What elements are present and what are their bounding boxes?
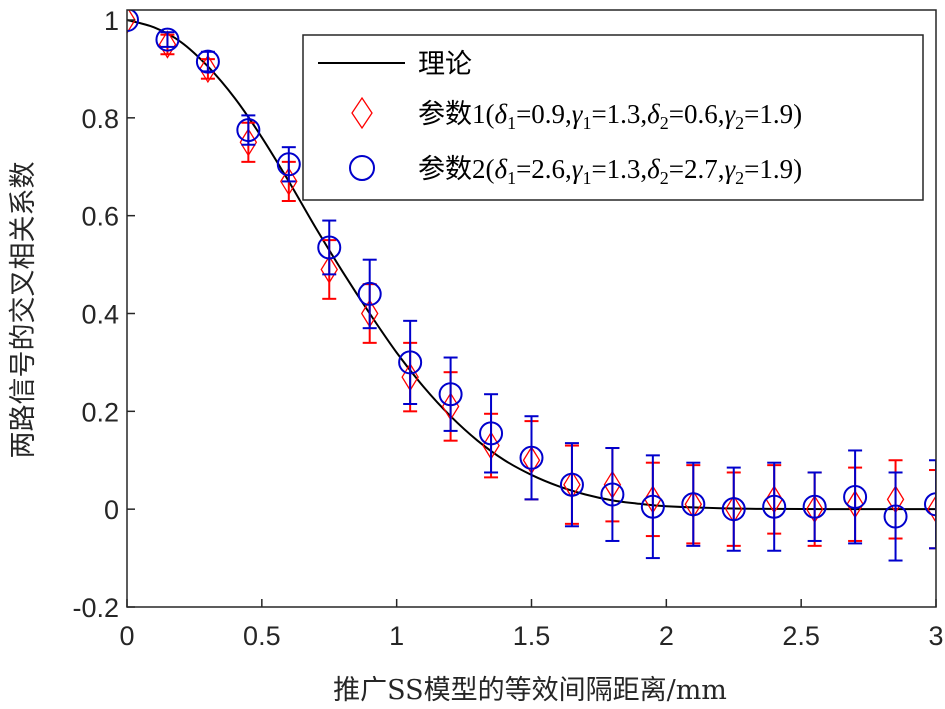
axes: 0 0.5 1 1.5 2 2.5 3-0.200.20.40.60.81 [72,6,943,651]
param2-point [600,482,625,507]
y-axis-label: 两路信号的交叉相关系数 [8,162,39,459]
param2-point [155,27,180,52]
param2-point [681,492,706,517]
y-tick-label: 0 [104,495,119,525]
param2-point [479,421,504,446]
param2-point [357,281,382,306]
legend-label-1: 参数1(δ1=0.9,γ1=1.3,δ2=0.6,γ2=1.9) [418,99,802,133]
param2-point [924,492,936,517]
param2-errorbar [564,442,579,528]
legend-swatch-param2 [349,155,375,181]
param1-point [320,255,339,284]
y-tick-label: 0.6 [81,202,119,232]
param2-series [127,10,936,562]
x-tick-label: 1 [389,621,404,651]
param2-point [127,10,139,32]
param2-errorbar [605,447,620,542]
y-tick-label: -0.2 [72,593,119,623]
param2-point [843,484,868,509]
param2-errorbar [767,461,782,552]
param1-point [127,10,136,35]
param2-point [721,497,746,522]
param2-point [398,350,423,375]
y-tick-label: 0.2 [81,397,119,427]
param2-point [802,494,827,519]
param1-point [199,54,217,84]
x-tick-label: 0.5 [243,621,281,651]
param2-point [438,382,463,407]
plot-area [127,10,936,562]
param1-point [280,167,298,196]
y-tick-label: 1 [104,6,119,36]
x-tick-label: 0 [119,621,134,651]
param2-errorbar [484,393,499,474]
param2-errorbar [160,31,175,48]
param2-point [640,494,665,519]
x-tick-label: 3 [928,621,943,651]
x-tick-label: 1.5 [513,621,551,651]
y-tick-label: 0.4 [81,300,119,330]
param2-errorbar [888,471,903,562]
param2-errorbar [807,471,822,542]
param2-point [236,118,261,143]
param2-point [195,49,220,74]
param2-point [883,504,908,529]
param2-point [519,445,544,470]
param2-errorbar [686,461,701,547]
param2-errorbar [322,219,337,276]
param1-point [239,128,258,157]
param2-point [317,235,342,260]
param1-point [158,30,177,59]
param2-errorbar [929,459,936,550]
param2-errorbar [848,449,863,545]
y-tick-label: 0.8 [81,104,119,134]
param2-point [762,494,787,519]
param1-point [927,494,936,524]
param2-point [276,152,301,177]
x-tick-label: 2 [659,621,674,651]
legend-swatch-param1 [351,96,373,130]
param2-errorbar [362,258,377,330]
param2-errorbar [241,114,256,146]
legend-label-0: 理论 [418,49,472,79]
param2-errorbar [443,356,458,432]
param2-errorbar [403,319,418,405]
x-tick-label: 2.5 [782,621,820,651]
legend-label-2: 参数2(δ1=2.6,γ1=1.3,δ2=2.7,γ2=1.9) [418,154,802,188]
legend-box [302,34,924,201]
param2-errorbar [726,466,741,552]
param2-errorbar [524,415,539,501]
param2-errorbar [645,454,660,560]
x-axis-label: 推广SS模型的等效间隔距离/mm [333,675,727,706]
theory-curve [127,19,936,511]
param2-point [559,472,584,497]
